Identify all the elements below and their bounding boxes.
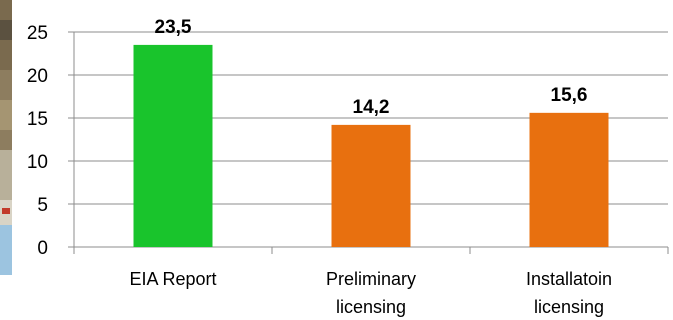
category-label-2: licensing (336, 297, 406, 317)
y-tick-label: 10 (27, 152, 48, 173)
y-tick-label: 20 (27, 66, 48, 87)
data-label-3: 15,6 (551, 85, 588, 106)
bars (133, 44, 609, 248)
y-tick-label: 15 (27, 109, 48, 130)
category-label-3: licensing (534, 297, 604, 317)
category-label-1: EIA Report (129, 269, 216, 289)
labels: 0 5 10 15 20 25 23,5 EIA Report 14,2 Preliminary l… (27, 17, 612, 317)
data-label-1: 23,5 (155, 17, 192, 38)
data-label-2: 14,2 (353, 97, 390, 118)
cropped-photo-strip (0, 0, 12, 275)
y-tick-label: 25 (27, 23, 48, 44)
bar-2 (331, 124, 411, 247)
bar-1 (133, 44, 213, 248)
category-label-2: Preliminary (326, 269, 416, 289)
bar-3 (529, 112, 609, 247)
y-tick-label: 5 (37, 195, 48, 216)
y-tick-label: 0 (37, 238, 48, 259)
category-label-3: Installatoin (526, 269, 612, 289)
